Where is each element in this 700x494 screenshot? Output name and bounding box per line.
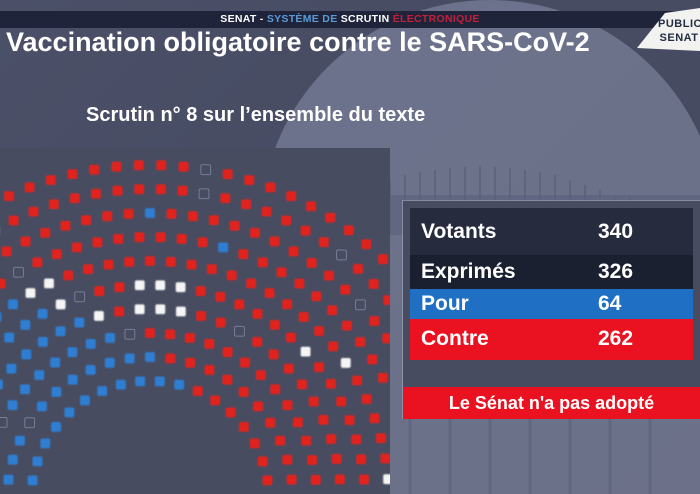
svg-text:PUBLIC: PUBLIC	[658, 18, 700, 30]
svg-text:SENAT: SENAT	[660, 32, 699, 44]
